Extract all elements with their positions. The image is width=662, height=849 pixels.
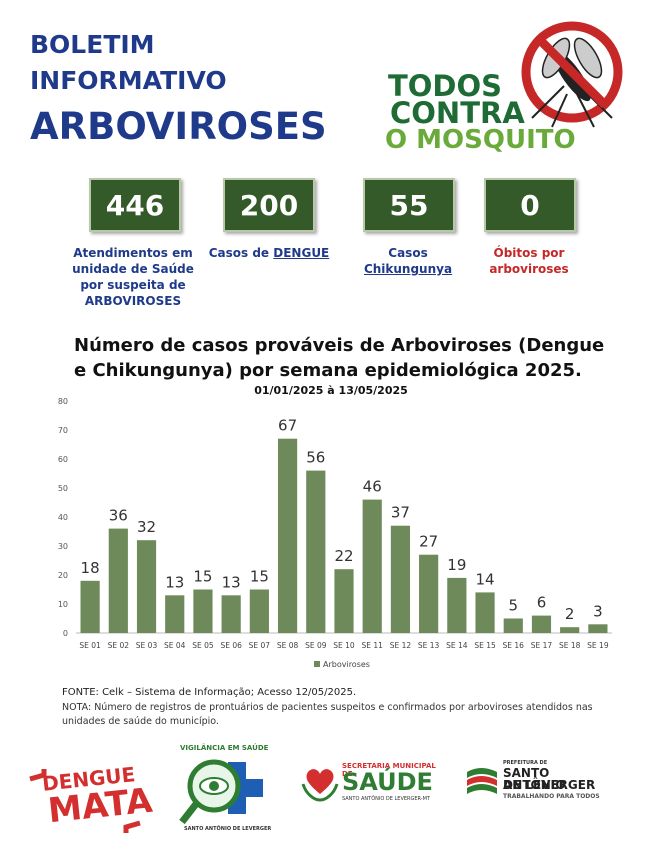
data-label: 19 xyxy=(447,556,466,574)
data-label: 14 xyxy=(476,570,495,588)
data-label: 36 xyxy=(109,507,128,525)
vigilancia-logo: VIGILÂNCIA EM SAÚDE SANTO ANTÔNIO DE LEV… xyxy=(172,742,272,837)
bar xyxy=(165,595,185,633)
data-label: 6 xyxy=(537,594,547,612)
x-tick-label: SE 05 xyxy=(192,641,214,650)
bar xyxy=(475,592,495,633)
data-label: 15 xyxy=(193,568,212,586)
bar xyxy=(136,540,157,633)
x-tick-label: SE 10 xyxy=(333,641,355,650)
no-mosquito-icon xyxy=(521,21,623,128)
flag-stripes-icon xyxy=(467,768,497,794)
x-tick-label: SE 14 xyxy=(446,641,468,650)
stat-dengue-value: 200 xyxy=(223,178,315,232)
stat-obitos-label: Óbitos por arboviroses xyxy=(489,246,569,276)
x-tick-label: SE 04 xyxy=(164,641,186,650)
campaign-todos: TODOS xyxy=(388,69,503,103)
bar xyxy=(80,580,100,633)
bar xyxy=(108,528,128,633)
x-tick-label: SE 07 xyxy=(249,641,271,650)
x-tick-label: SE 06 xyxy=(220,641,242,650)
y-tick-label: 50 xyxy=(58,484,68,493)
source-note: FONTE: Celk – Sistema de Informação; Ace… xyxy=(62,687,357,698)
bar xyxy=(306,470,326,633)
x-tick-label: SE 08 xyxy=(277,641,299,650)
y-tick-label: 70 xyxy=(58,426,68,435)
y-tick-label: 30 xyxy=(58,542,68,551)
data-label: 13 xyxy=(165,573,184,591)
y-tick-label: 0 xyxy=(63,629,68,638)
bar xyxy=(419,554,439,633)
stat-obitos-value: 0 xyxy=(484,178,576,232)
secretaria-saude-logo: SECRETARIA MUNICIPAL DE SAÚDE SANTO ANTÔ… xyxy=(300,758,440,818)
x-tick-label: SE 18 xyxy=(559,641,581,650)
title-boletim: BOLETIM xyxy=(30,30,155,59)
data-label: 22 xyxy=(334,547,353,565)
bar xyxy=(503,618,523,633)
title-informativo: INFORMATIVO xyxy=(30,66,227,95)
data-label: 56 xyxy=(306,449,325,467)
legend-swatch xyxy=(314,661,320,667)
heart-hands-icon xyxy=(301,769,339,802)
stat-chikungunya-value: 55 xyxy=(363,178,455,232)
y-tick-label: 40 xyxy=(58,513,68,522)
bar xyxy=(560,627,580,633)
data-label: 2 xyxy=(565,605,575,623)
footnote: NOTA: Número de registros de prontuários… xyxy=(62,702,593,727)
x-tick-label: SE 17 xyxy=(531,641,553,650)
data-label: 37 xyxy=(391,504,410,522)
data-label: 18 xyxy=(81,559,100,577)
data-label: 3 xyxy=(593,602,603,620)
bar xyxy=(277,438,298,633)
stat-chikungunya-label: Casos Chikungunya xyxy=(363,246,453,276)
campaign-mosquito: O MOSQUITO xyxy=(385,125,576,155)
x-tick-label: SE 02 xyxy=(108,641,130,650)
prefeitura-logo: PREFEITURA DE SANTO ANTÔNIO DE LEVERGER … xyxy=(465,760,615,820)
data-label: 32 xyxy=(137,518,156,536)
bar xyxy=(588,624,608,633)
y-tick-label: 10 xyxy=(58,600,68,609)
data-label: 13 xyxy=(222,573,241,591)
bar xyxy=(221,595,241,633)
bar xyxy=(334,569,354,633)
bar xyxy=(447,577,467,633)
x-tick-label: SE 12 xyxy=(390,641,412,650)
stat-atendimentos-label: Atendimentos em unidade de Saúde por sus… xyxy=(72,246,194,308)
bar xyxy=(193,589,213,633)
x-tick-label: SE 09 xyxy=(305,641,327,650)
y-tick-label: 20 xyxy=(58,571,68,580)
data-label: 46 xyxy=(363,478,382,496)
y-tick-label: 60 xyxy=(58,455,68,464)
legend-label: Arboviroses xyxy=(323,660,370,669)
chart-subtitle: 01/01/2025 à 13/05/2025 xyxy=(254,384,408,397)
campaign-contra: CONTRA xyxy=(390,96,525,130)
x-tick-label: SE 16 xyxy=(503,641,525,650)
stat-atendimentos-value: 446 xyxy=(89,178,181,232)
data-label: 27 xyxy=(419,533,438,551)
data-label: 5 xyxy=(508,597,518,615)
x-tick-label: SE 19 xyxy=(587,641,609,650)
x-tick-label: SE 03 xyxy=(136,641,158,650)
stat-dengue-label: Casos de DENGUE xyxy=(208,246,330,260)
x-tick-label: SE 15 xyxy=(474,641,496,650)
data-label: 15 xyxy=(250,568,269,586)
title-arboviroses: ARBOVIROSES xyxy=(30,105,327,148)
y-tick-label: 80 xyxy=(58,397,68,406)
x-tick-label: SE 01 xyxy=(79,641,101,650)
data-label: 67 xyxy=(278,417,297,435)
bar xyxy=(249,589,269,633)
bar xyxy=(531,615,552,633)
bar xyxy=(390,525,411,633)
chart-title: Número de casos prováveis de Arboviroses… xyxy=(74,335,605,381)
x-tick-label: SE 11 xyxy=(361,641,383,650)
x-tick-label: SE 13 xyxy=(418,641,440,650)
bar xyxy=(362,499,382,633)
magnifier-cross-icon xyxy=(179,759,263,825)
